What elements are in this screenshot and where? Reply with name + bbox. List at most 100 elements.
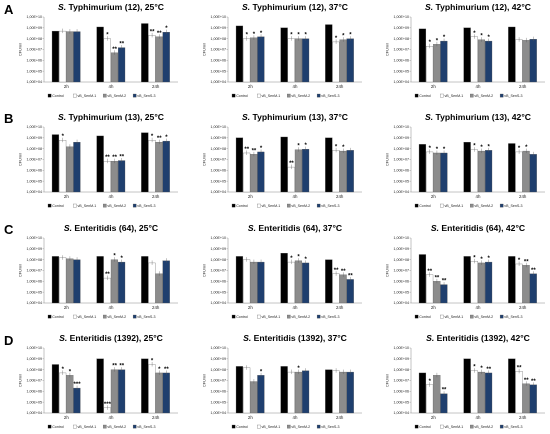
bar-control-24h	[141, 132, 149, 193]
chart-title: S. Typhimurium (12), 25°C	[58, 2, 164, 12]
y-tick-label: 1,00E+10	[27, 15, 43, 19]
chart-title: S. Typhimurium (13), 25°C	[58, 112, 164, 122]
y-axis-label: CFU/ml	[386, 374, 390, 387]
y-tick-label: 1,00E+10	[211, 125, 227, 129]
significance-marker: *	[473, 365, 476, 371]
significance-marker: *	[297, 255, 300, 261]
x-category-label: 2h	[248, 84, 253, 89]
bar-vb-senm-1-24h	[515, 263, 523, 304]
row-letter-d: D	[4, 333, 13, 348]
bar-vb-sens-3-2h	[257, 261, 265, 304]
y-tick-label: 1,00E+04	[211, 301, 227, 305]
legend-label-vb-senm-2: vB_SenM-2	[474, 315, 493, 319]
bar-vb-senm-1-2h	[243, 259, 251, 304]
x-category-label: 4h	[109, 194, 114, 199]
bar-vb-sens-3-2h	[440, 152, 448, 193]
y-tick-label: 1,00E+09	[211, 26, 227, 30]
bar-vb-senm-2-4h	[477, 150, 485, 193]
chart-title-species: S.	[242, 112, 250, 122]
x-category-label: 2h	[248, 194, 253, 199]
bar-vb-senm-2-24h	[522, 265, 530, 304]
bar-vb-senm-1-4h	[287, 261, 295, 304]
row-letter-c: C	[4, 222, 14, 237]
significance-marker: *	[443, 35, 446, 41]
chart-title-species: S.	[64, 223, 72, 233]
legend-label-vb-senm-2: vB_SenM-2	[107, 425, 126, 429]
y-tick-label: 1,00E+06	[27, 390, 43, 394]
y-tick-label: 1,00E+09	[27, 26, 43, 30]
legend-label-vb-senm-1: vB_SenM-1	[445, 425, 464, 429]
legend-label-vb-senm-2: vB_SenM-2	[474, 204, 493, 208]
bar-vb-sens-3-4h	[117, 369, 126, 414]
y-tick-label: 1,00E+08	[211, 258, 227, 262]
legend-swatch-vb-senm-2	[470, 203, 474, 208]
legend-swatch-vb-sens-3	[316, 93, 321, 98]
y-tick-label: 1,00E+06	[27, 169, 43, 173]
legend-swatch-vb-sens-3	[132, 93, 137, 98]
bar-control-24h	[325, 369, 333, 414]
chart-title: S. Enteritidis (64), 25°C	[64, 223, 158, 233]
legend-swatch-vb-senm-1	[257, 203, 261, 208]
legend-swatch-vb-senm-2	[287, 93, 291, 98]
significance-marker: *	[480, 366, 483, 372]
legend-swatch-vb-sens-3	[499, 203, 504, 208]
bar-vb-senm-1-24h	[515, 371, 523, 414]
legend-swatch-vb-senm-1	[73, 203, 77, 208]
y-axis-label: CFU/ml	[203, 43, 207, 56]
bar-control-2h	[418, 144, 427, 193]
bar-vb-senm-2-4h	[477, 371, 485, 414]
bar-vb-senm-1-2h	[59, 257, 67, 304]
legend-swatch-vb-senm-1	[73, 424, 77, 429]
x-category-label: 2h	[64, 305, 69, 310]
chart-title: S. Typhimurium (12), 42°C	[425, 2, 531, 12]
legend-label-control: Control	[52, 425, 64, 429]
significance-marker: *	[480, 257, 483, 263]
y-tick-label: 1,00E+06	[211, 59, 227, 63]
row-letter-a: A	[4, 2, 14, 17]
significance-marker: **	[427, 269, 432, 275]
significance-marker: *	[151, 134, 154, 140]
legend-label-vb-senm-1: vB_SenM-1	[78, 425, 97, 429]
bar-vb-senm-1-24h	[148, 364, 156, 414]
bar-vb-sens-3-2h	[440, 393, 448, 414]
chart-title-rest: Enteritidis (1392), 37°C	[251, 333, 347, 343]
y-tick-label: 1,00E+06	[394, 59, 410, 63]
y-tick-label: 1,00E+10	[394, 15, 410, 19]
y-axis-label: CFU/ml	[19, 264, 23, 277]
bar-control-24h	[508, 26, 516, 83]
y-axis-label: CFU/ml	[203, 374, 207, 387]
bar-vb-senm-1-24h	[515, 39, 523, 83]
legend-label-vb-sens-3: vB_SenS-3	[321, 94, 339, 98]
bar-control-24h	[325, 137, 333, 193]
significance-marker: **	[105, 155, 110, 161]
significance-marker: ***	[74, 382, 82, 388]
bar-vb-senm-1-24h	[332, 150, 340, 193]
x-category-label: 4h	[476, 84, 481, 89]
bar-vb-sens-3-2h	[73, 31, 81, 83]
significance-marker: *	[342, 34, 345, 40]
bar-vb-senm-1-4h	[103, 161, 111, 193]
x-category-label: 4h	[476, 305, 481, 310]
legend-swatch-vb-senm-1	[440, 424, 444, 429]
y-tick-label: 1,00E+09	[211, 136, 227, 140]
bar-vb-sens-3-4h	[484, 40, 493, 83]
chart-title-rest: Enteritidis (64), 25°C	[72, 223, 158, 233]
significance-marker: **	[112, 155, 117, 161]
bar-vb-senm-1-2h	[426, 46, 434, 83]
x-category-label: 24h	[519, 415, 527, 420]
significance-marker: **	[119, 364, 124, 370]
row-letters: A B C D	[4, 2, 14, 348]
legend-swatch-vb-sens-3	[316, 314, 321, 319]
legend-label-vb-sens-3: vB_SenS-3	[137, 315, 155, 319]
bar-vb-senm-2-2h	[250, 37, 258, 83]
legend-swatch-control	[47, 314, 52, 319]
y-tick-label: 1,00E+08	[27, 368, 43, 372]
legend-swatch-control	[231, 203, 236, 208]
bar-control-24h	[141, 256, 149, 304]
significance-marker: *	[488, 144, 491, 150]
chart-title-rest: Enteritidis (64), 37°C	[256, 223, 342, 233]
chart-title: S. Enteritidis (64), 42°C	[431, 223, 525, 233]
y-axis-label: CFU/ml	[19, 153, 23, 166]
bar-vb-sens-3-24h	[346, 371, 354, 414]
legend-label-control: Control	[419, 94, 431, 98]
